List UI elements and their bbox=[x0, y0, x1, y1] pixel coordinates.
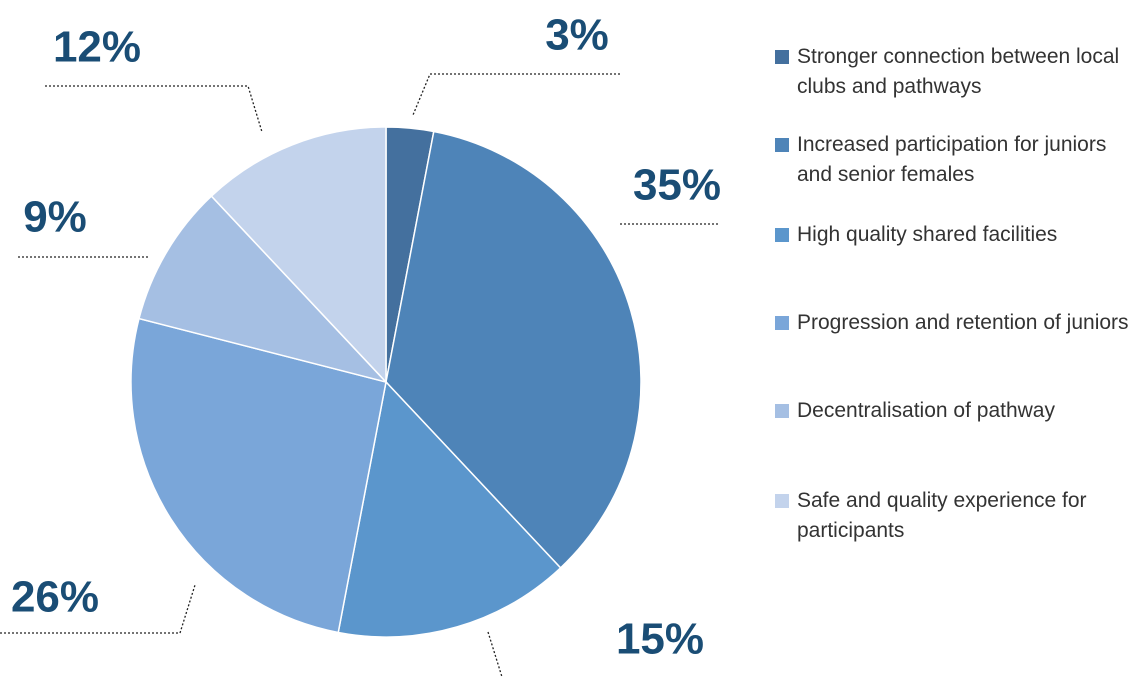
leader-line bbox=[0, 584, 196, 634]
legend-label: Progression and retention of juniors bbox=[797, 311, 1129, 334]
data-label: 12% bbox=[53, 23, 141, 72]
legend-label: Safe and quality experience for particip… bbox=[797, 489, 1087, 542]
legend-swatch bbox=[775, 138, 789, 152]
legend-label: Decentralisation of pathway bbox=[797, 399, 1055, 422]
pie-slice bbox=[385, 130, 642, 569]
pie-slice bbox=[138, 195, 389, 384]
pie-slice bbox=[337, 380, 562, 638]
data-label: 26% bbox=[11, 573, 99, 622]
legend-swatch bbox=[775, 316, 789, 330]
legend-item: High quality shared facilities bbox=[775, 220, 1137, 250]
chart: 3% 35% 15% 26% 9% 12% bbox=[0, 11, 721, 677]
legend-item: Decentralisation of pathway bbox=[775, 396, 1137, 426]
legend-item: Progression and retention of juniors bbox=[775, 308, 1137, 338]
legend-item: Stronger connection between local clubs … bbox=[775, 42, 1137, 102]
pie-slice bbox=[210, 126, 387, 384]
data-label: 3% bbox=[545, 11, 609, 60]
leader-line bbox=[412, 73, 620, 116]
legend-swatch bbox=[775, 228, 789, 242]
legend-item: Increased participation for juniors and … bbox=[775, 130, 1137, 190]
data-label: 15% bbox=[616, 615, 704, 664]
legend-swatch bbox=[775, 50, 789, 64]
leader-line bbox=[487, 631, 503, 677]
data-label: 35% bbox=[633, 161, 721, 210]
legend-label: Stronger connection between local clubs … bbox=[797, 45, 1120, 98]
data-label: 9% bbox=[23, 193, 87, 242]
legend-swatch bbox=[775, 494, 789, 508]
legend-label: Increased participation for juniors and … bbox=[797, 133, 1107, 186]
legend-swatch bbox=[775, 404, 789, 418]
legend-item: Safe and quality experience for particip… bbox=[775, 486, 1137, 546]
leader-line bbox=[45, 85, 263, 133]
legend-label: High quality shared facilities bbox=[797, 223, 1058, 246]
pie-slice bbox=[130, 317, 387, 634]
